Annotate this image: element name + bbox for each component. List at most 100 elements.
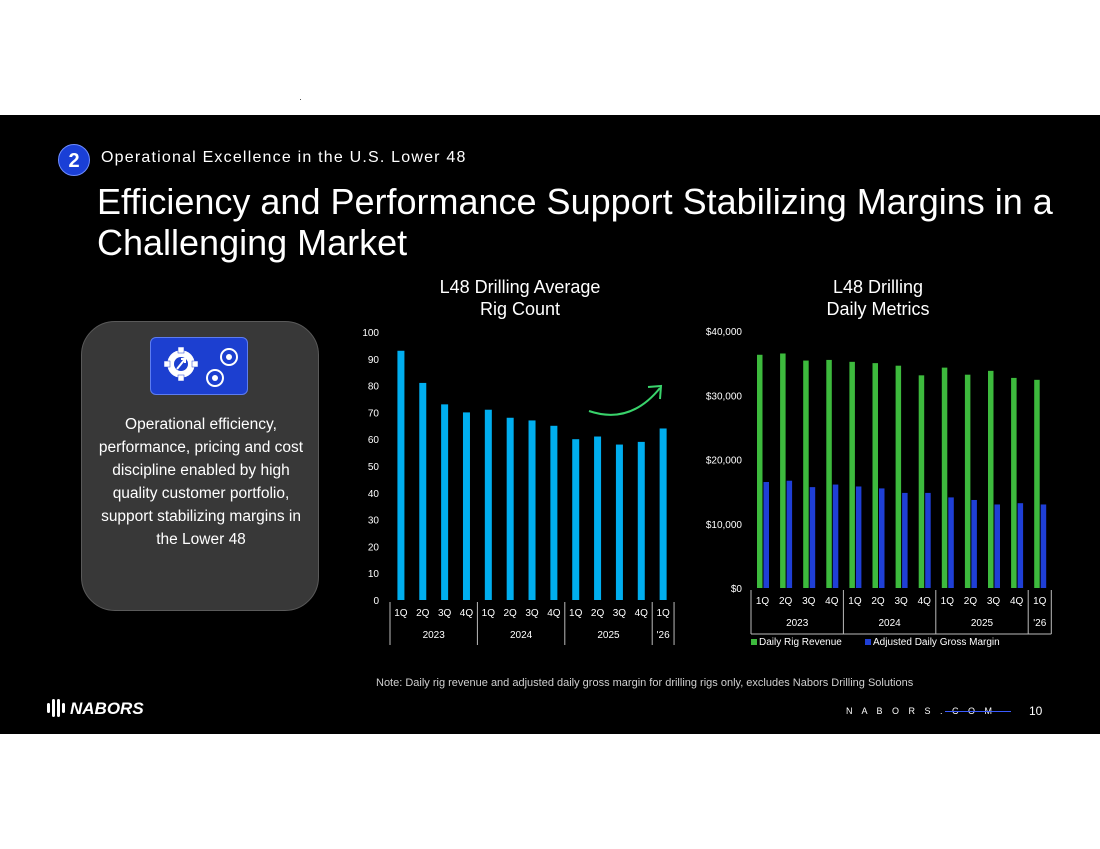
rig-y-tick-label: 70 xyxy=(368,408,380,419)
gears-icon xyxy=(150,337,248,395)
rig-y-tick-label: 0 xyxy=(373,596,379,607)
metrics-x-tick-label: 3Q xyxy=(802,596,816,607)
metrics-x-group-label: 2025 xyxy=(971,618,994,629)
revenue-bar xyxy=(1011,377,1017,588)
metrics-x-tick-label: 1Q xyxy=(1033,596,1047,607)
margin-bar xyxy=(994,504,1000,588)
rig-y-tick-label: 40 xyxy=(368,489,380,500)
rig-count-chart: 0 10 20 30 40 50 60 70 80 90 100 1Q 2Q 3Q 4Q 1Q 2Q 3Q 4Q 1Q… xyxy=(362,328,675,645)
rig-y-tick-label: 10 xyxy=(368,569,380,580)
rig-count-bar xyxy=(550,425,558,600)
rig-x-tick-label: 2Q xyxy=(591,608,605,619)
metrics-x-tick-label: 1Q xyxy=(756,596,770,607)
rig-y-tick-label: 30 xyxy=(368,516,380,527)
margin-bar xyxy=(763,481,769,588)
slide: 2 Operational Excellence in the U.S. Low… xyxy=(0,115,1100,734)
rig-count-bar xyxy=(659,428,667,600)
metrics-x-tick-label: 1Q xyxy=(848,596,862,607)
website-url[interactable]: N A B O R S . C O M xyxy=(846,706,996,716)
metrics-x-tick-label: 4Q xyxy=(825,596,839,607)
margin-bar xyxy=(902,492,908,588)
rig-count-bar xyxy=(397,350,405,600)
margin-bar xyxy=(855,486,862,588)
revenue-bar xyxy=(988,370,994,588)
metrics-x-tick-label: 1Q xyxy=(941,596,955,607)
card-text: Operational efficiency, performance, pri… xyxy=(98,416,304,548)
rig-count-bar xyxy=(594,436,602,600)
metrics-x-tick-label: 2Q xyxy=(779,596,793,607)
rig-x-group-label: 2023 xyxy=(423,630,446,641)
footnote: Note: Daily rig revenue and adjusted dai… xyxy=(376,677,914,689)
margin-bar xyxy=(971,499,977,588)
rig-count-bar xyxy=(462,412,470,600)
metrics-x-group-label: 2023 xyxy=(786,618,809,629)
metrics-x-tick-label: 4Q xyxy=(1010,596,1024,607)
rig-x-tick-label: 4Q xyxy=(635,608,649,619)
rig-count-bar xyxy=(572,439,580,600)
stray-dot xyxy=(300,99,301,100)
url-divider xyxy=(945,711,1011,712)
legend-revenue-label: Daily Rig Revenue xyxy=(759,637,842,648)
rig-count-title-line-1: L48 Drilling Average xyxy=(439,277,601,297)
rig-x-tick-label: 3Q xyxy=(438,608,452,619)
metrics-y-tick-label: $0 xyxy=(731,584,743,595)
trend-arrow-icon xyxy=(588,387,661,416)
nabors-logo: NABORS xyxy=(46,697,156,724)
rig-x-tick-label: 2Q xyxy=(416,608,430,619)
margin-bar xyxy=(832,484,839,588)
rig-y-tick-label: 50 xyxy=(368,462,380,473)
daily-metrics-chart: $0 $10,000 $20,000 $30,000 $40,000 1Q 2Q 3Q 4Q 1Q… xyxy=(706,327,1052,648)
rig-count-title-line-2: Rig Count xyxy=(479,299,561,319)
rig-x-tick-label: 4Q xyxy=(460,608,474,619)
rig-x-tick-label: 1Q xyxy=(656,608,670,619)
revenue-bar xyxy=(826,359,832,588)
rig-count-bar xyxy=(528,420,536,600)
metrics-x-tick-label: 2Q xyxy=(871,596,885,607)
metrics-y-tick-label: $40,000 xyxy=(706,327,743,338)
rig-x-tick-label: 3Q xyxy=(613,608,627,619)
revenue-bar xyxy=(803,360,809,588)
metrics-x-group-label: 2024 xyxy=(878,618,901,629)
daily-metrics-chart-title: L48 Drilling Daily Metrics xyxy=(768,276,988,320)
info-card: Operational efficiency, performance, pri… xyxy=(81,321,319,611)
rig-x-group-label: 2025 xyxy=(597,630,620,641)
rig-count-bar xyxy=(637,441,645,600)
margin-bar xyxy=(809,487,816,588)
legend-revenue-swatch xyxy=(751,639,757,645)
legend-margin-label: Adjusted Daily Gross Margin xyxy=(873,637,1000,648)
page-number: 10 xyxy=(1029,704,1043,718)
revenue-bar xyxy=(918,375,925,588)
rig-count-bar xyxy=(484,409,492,600)
daily-metrics-title-line-1: L48 Drilling xyxy=(832,277,924,297)
rig-x-tick-label: 4Q xyxy=(547,608,561,619)
rig-x-group-label: 2024 xyxy=(510,630,533,641)
rig-y-tick-label: 60 xyxy=(368,435,380,446)
rig-count-chart-title: L48 Drilling Average Rig Count xyxy=(410,276,630,320)
metrics-x-group-label: '26 xyxy=(1033,618,1046,629)
trend-arrowhead-icon xyxy=(647,384,663,400)
section-label: Operational Excellence in the U.S. Lower… xyxy=(101,149,467,166)
metrics-x-tick-label: 2Q xyxy=(964,596,978,607)
legend-margin-swatch xyxy=(865,639,871,645)
revenue-bar xyxy=(964,374,971,588)
rig-y-tick-label: 100 xyxy=(362,328,379,339)
margin-bar xyxy=(1040,504,1047,588)
metrics-y-tick-label: $20,000 xyxy=(706,456,743,467)
rig-y-tick-label: 80 xyxy=(368,382,380,393)
metrics-y-tick-label: $10,000 xyxy=(706,520,743,531)
rig-count-bar xyxy=(615,444,623,600)
metrics-y-tick-label: $30,000 xyxy=(706,391,743,402)
daily-metrics-title-line-2: Daily Metrics xyxy=(826,299,930,319)
revenue-bar xyxy=(895,365,902,588)
rig-count-bar xyxy=(441,404,449,600)
revenue-bar xyxy=(849,361,855,588)
revenue-bar xyxy=(780,353,786,588)
rig-x-tick-label: 3Q xyxy=(525,608,539,619)
brand-name: NABORS xyxy=(70,699,144,718)
margin-bar xyxy=(879,488,885,588)
metrics-x-tick-label: 3Q xyxy=(987,596,1001,607)
rig-y-tick-label: 90 xyxy=(368,355,380,366)
rig-count-bar xyxy=(506,417,514,600)
revenue-bar xyxy=(757,354,763,588)
revenue-bar xyxy=(1034,379,1040,588)
